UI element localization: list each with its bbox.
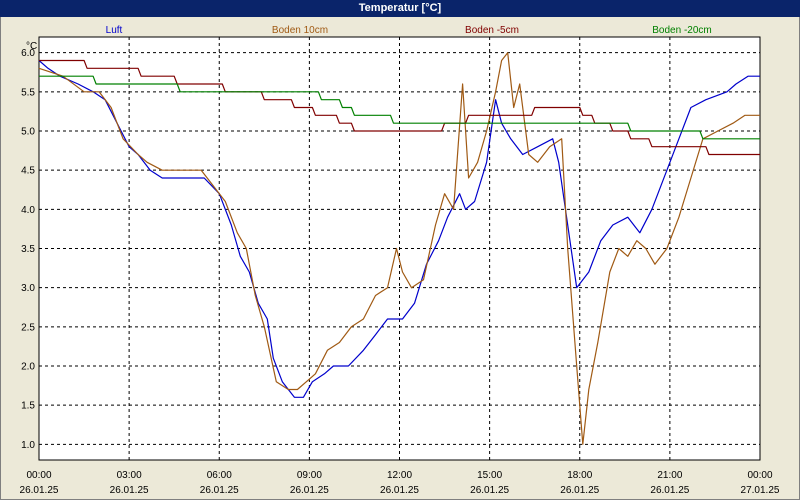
y-tick-label: 2.0 xyxy=(21,362,35,373)
chart-title: Temperatur [°C] xyxy=(0,0,800,17)
x-tick-time: 09:00 xyxy=(297,470,322,481)
y-tick-label: 3.5 xyxy=(21,244,35,255)
series-line-boden-20cm xyxy=(39,75,760,140)
y-tick-label: 4.5 xyxy=(21,166,35,177)
x-tick-time: 00:00 xyxy=(747,470,772,481)
x-tick-date: 26.01.25 xyxy=(290,485,329,496)
x-tick-labels: 00:00 26.01.25 03:00 26.01.25 06:00 26.01.25 0… xyxy=(20,470,780,496)
y-axis-unit: °C xyxy=(26,41,37,52)
x-tick-time: 12:00 xyxy=(387,470,412,481)
chart-canvas: °C 1.0 1.5 2.0 2.5 3.0 3.5 4.0 4.5 5.0 5.5 6.0 00:… xyxy=(20,25,780,496)
y-tick-labels: 1.0 1.5 2.0 2.5 3.0 3.5 4.0 4.5 5.0 5.5 6.0 xyxy=(21,48,35,451)
x-tick-time: 03:00 xyxy=(117,470,142,481)
y-tick-label: 1.0 xyxy=(21,440,35,451)
x-tick-date: 26.01.25 xyxy=(650,485,689,496)
x-tick-date: 26.01.25 xyxy=(200,485,239,496)
series-line-boden-5cm xyxy=(39,59,760,156)
x-tick-date: 26.01.25 xyxy=(470,485,509,496)
y-tick-label: 5.5 xyxy=(21,87,35,98)
x-tick-time: 15:00 xyxy=(477,470,502,481)
series-line-boden-10cm xyxy=(38,52,760,445)
x-tick-date: 26.01.25 xyxy=(110,485,149,496)
series-line-luft xyxy=(38,60,760,398)
series-lines xyxy=(38,52,760,445)
legend-entry: Boden 10cm xyxy=(272,25,328,36)
y-tick-label: 4.0 xyxy=(21,205,35,216)
legend: Luft Boden 10cm Boden -5cm Boden -20cm xyxy=(106,25,712,36)
x-tick-date: 26.01.25 xyxy=(560,485,599,496)
x-tick-date: 26.01.25 xyxy=(20,485,59,496)
legend-entry: Boden -5cm xyxy=(465,25,519,36)
y-tick-label: 6.0 xyxy=(21,48,35,59)
y-tick-label: 3.0 xyxy=(21,283,35,294)
x-tick-date: 27.01.25 xyxy=(741,485,780,496)
y-tick-label: 1.5 xyxy=(21,401,35,412)
x-tick-time: 00:00 xyxy=(26,470,51,481)
legend-entry: Luft xyxy=(106,25,123,36)
x-tick-date: 26.01.25 xyxy=(380,485,419,496)
x-tick-time: 21:00 xyxy=(657,470,682,481)
x-tick-time: 06:00 xyxy=(207,470,232,481)
y-tick-label: 5.0 xyxy=(21,127,35,138)
y-tick-label: 2.5 xyxy=(21,322,35,333)
legend-entry: Boden -20cm xyxy=(652,25,711,36)
x-tick-time: 18:00 xyxy=(567,470,592,481)
